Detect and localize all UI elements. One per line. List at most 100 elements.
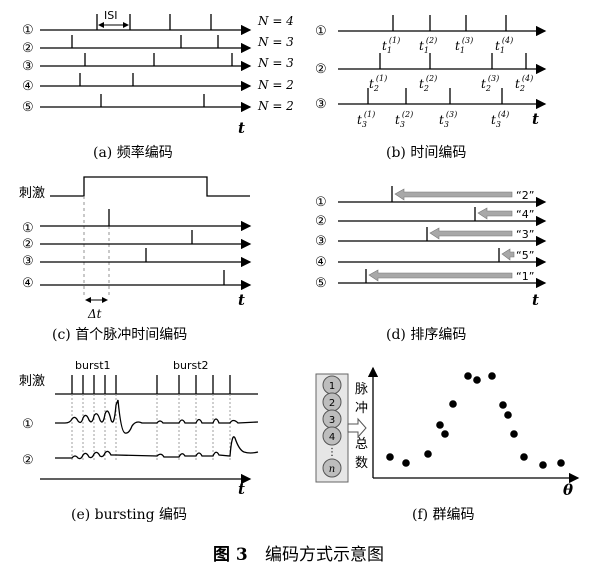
- e-guides: [71, 394, 231, 462]
- dot: [424, 450, 432, 458]
- figure-caption: 图 3 编码方式示意图: [213, 545, 384, 565]
- a-row-index: ③: [22, 59, 34, 74]
- neuron-circle: [322, 426, 342, 446]
- a-count-label: N = 2: [257, 78, 294, 92]
- b-time-labels-row2: t2(1) t2(2) t2(3) t2(4): [369, 74, 533, 93]
- a-count-label: N = 2: [257, 99, 294, 113]
- e-stim-spikes: [71, 375, 231, 394]
- f-ylabel-char: 总: [355, 437, 368, 452]
- t-symbol: t3(3): [439, 110, 457, 129]
- dot: [449, 400, 457, 408]
- t-symbol: t2(3): [481, 74, 499, 93]
- b-axis-t: t: [532, 110, 539, 128]
- a-row-index: ④: [22, 79, 34, 94]
- d-axis-t: t: [532, 291, 539, 309]
- f-population-dots: [386, 372, 565, 469]
- b-time-labels-row3: t3(1) t3(2) t3(3) t3(4): [357, 110, 509, 129]
- neuron-circle: [322, 458, 342, 478]
- e-trace-1: [55, 399, 259, 434]
- e-stim-label: 刺激: [19, 374, 45, 389]
- figure-title: 编码方式示意图: [265, 545, 384, 565]
- d-rank-label: “3”: [516, 228, 534, 241]
- d-spikes: [365, 186, 500, 283]
- a-axis-t: t: [238, 119, 245, 137]
- e-axis-t: t: [238, 480, 245, 498]
- e-row-index: ①: [22, 417, 34, 432]
- dot: [499, 401, 507, 409]
- a-row-index: ②: [22, 41, 34, 56]
- neuron-ellipsis: ⋮: [327, 447, 337, 458]
- dot: [557, 459, 565, 467]
- f-ylabel-char: 冲: [355, 401, 368, 416]
- d-row-index: ②: [315, 214, 327, 229]
- e-trace-2: [55, 436, 259, 460]
- rank-arrow: [368, 269, 513, 282]
- f-ylabel-char: 脉: [355, 382, 368, 397]
- a-row-index: ①: [22, 23, 34, 38]
- c-axis-t: t: [238, 291, 245, 309]
- neuron-label: 1: [329, 381, 335, 392]
- b-row-index: ①: [315, 24, 327, 39]
- dot: [473, 376, 481, 384]
- rank-arrow: [501, 248, 515, 261]
- c-delta-label: Δt: [87, 307, 102, 321]
- t-symbol: t1(3): [455, 36, 473, 55]
- f-axis-theta: θ: [563, 481, 573, 499]
- dot: [436, 421, 444, 429]
- caption-f: (f) 群编码: [412, 507, 475, 523]
- d-rank-arrows: [368, 188, 515, 282]
- panel-d: ① ② ③ ④ ⑤ “2” “4” “3” “5” “1” t (d): [315, 186, 547, 343]
- b-time-labels-row1: t1(1) t1(2) t1(3) t1(4): [382, 36, 513, 55]
- c-row-index: ①: [22, 221, 34, 236]
- c-stimulus-trace: [50, 176, 250, 197]
- isi-label: ISI: [104, 9, 117, 22]
- t-symbol: t1(2): [419, 36, 437, 55]
- a-count-label: N = 3: [257, 35, 294, 49]
- neuron-label: 3: [329, 415, 335, 426]
- dot: [539, 461, 547, 469]
- d-row-index: ③: [315, 234, 327, 249]
- d-row-index: ①: [315, 195, 327, 210]
- t-symbol: t2(4): [515, 74, 533, 93]
- t-symbol: t3(4): [491, 110, 509, 129]
- b-spikes: [367, 15, 527, 104]
- a-count-label: N = 3: [257, 56, 294, 70]
- b-row-index: ②: [315, 62, 327, 77]
- dot: [464, 372, 472, 380]
- rank-arrow: [477, 207, 513, 220]
- dot: [504, 411, 512, 419]
- dot: [520, 453, 528, 461]
- d-rank-label: “5”: [516, 249, 534, 262]
- e-burst2-label: burst2: [173, 359, 209, 372]
- neuron-label: 4: [329, 432, 335, 443]
- c-row-index: ②: [22, 237, 34, 252]
- t-symbol: t1(1): [382, 36, 400, 55]
- d-rank-label: “4”: [516, 208, 534, 221]
- b-row-index: ③: [315, 97, 327, 112]
- c-stim-label: 刺激: [19, 186, 45, 201]
- a-spikes: [71, 14, 233, 107]
- t-symbol: t1(4): [495, 36, 513, 55]
- d-rank-label: “1”: [516, 270, 534, 283]
- f-neurons: 1 2 3 4 ⋮ n: [322, 375, 342, 478]
- caption-d: (d) 排序编码: [386, 327, 466, 343]
- caption-b: (b) 时间编码: [386, 145, 466, 161]
- panel-c: 刺激 ① ② ③ ④ Δt t (c) 首个脉冲时间编码: [19, 176, 252, 343]
- c-spikes: [108, 209, 225, 285]
- dot: [402, 459, 410, 467]
- neuron-label: n: [329, 464, 335, 475]
- caption-a: (a) 频率编码: [93, 144, 173, 161]
- dot: [488, 372, 496, 380]
- dot: [386, 453, 394, 461]
- c-row-index: ③: [22, 254, 34, 269]
- e-burst1-label: burst1: [75, 359, 111, 372]
- a-row-index: ⑤: [22, 100, 34, 115]
- f-ylabel-char: 数: [355, 456, 368, 471]
- panel-a: ISI ① ② ③ ④ ⑤ N =: [22, 9, 294, 161]
- rank-arrow: [429, 227, 513, 240]
- t-symbol: t3(1): [357, 110, 375, 129]
- dot: [510, 430, 518, 438]
- dot: [441, 430, 449, 438]
- t-symbol: t2(1): [369, 74, 387, 93]
